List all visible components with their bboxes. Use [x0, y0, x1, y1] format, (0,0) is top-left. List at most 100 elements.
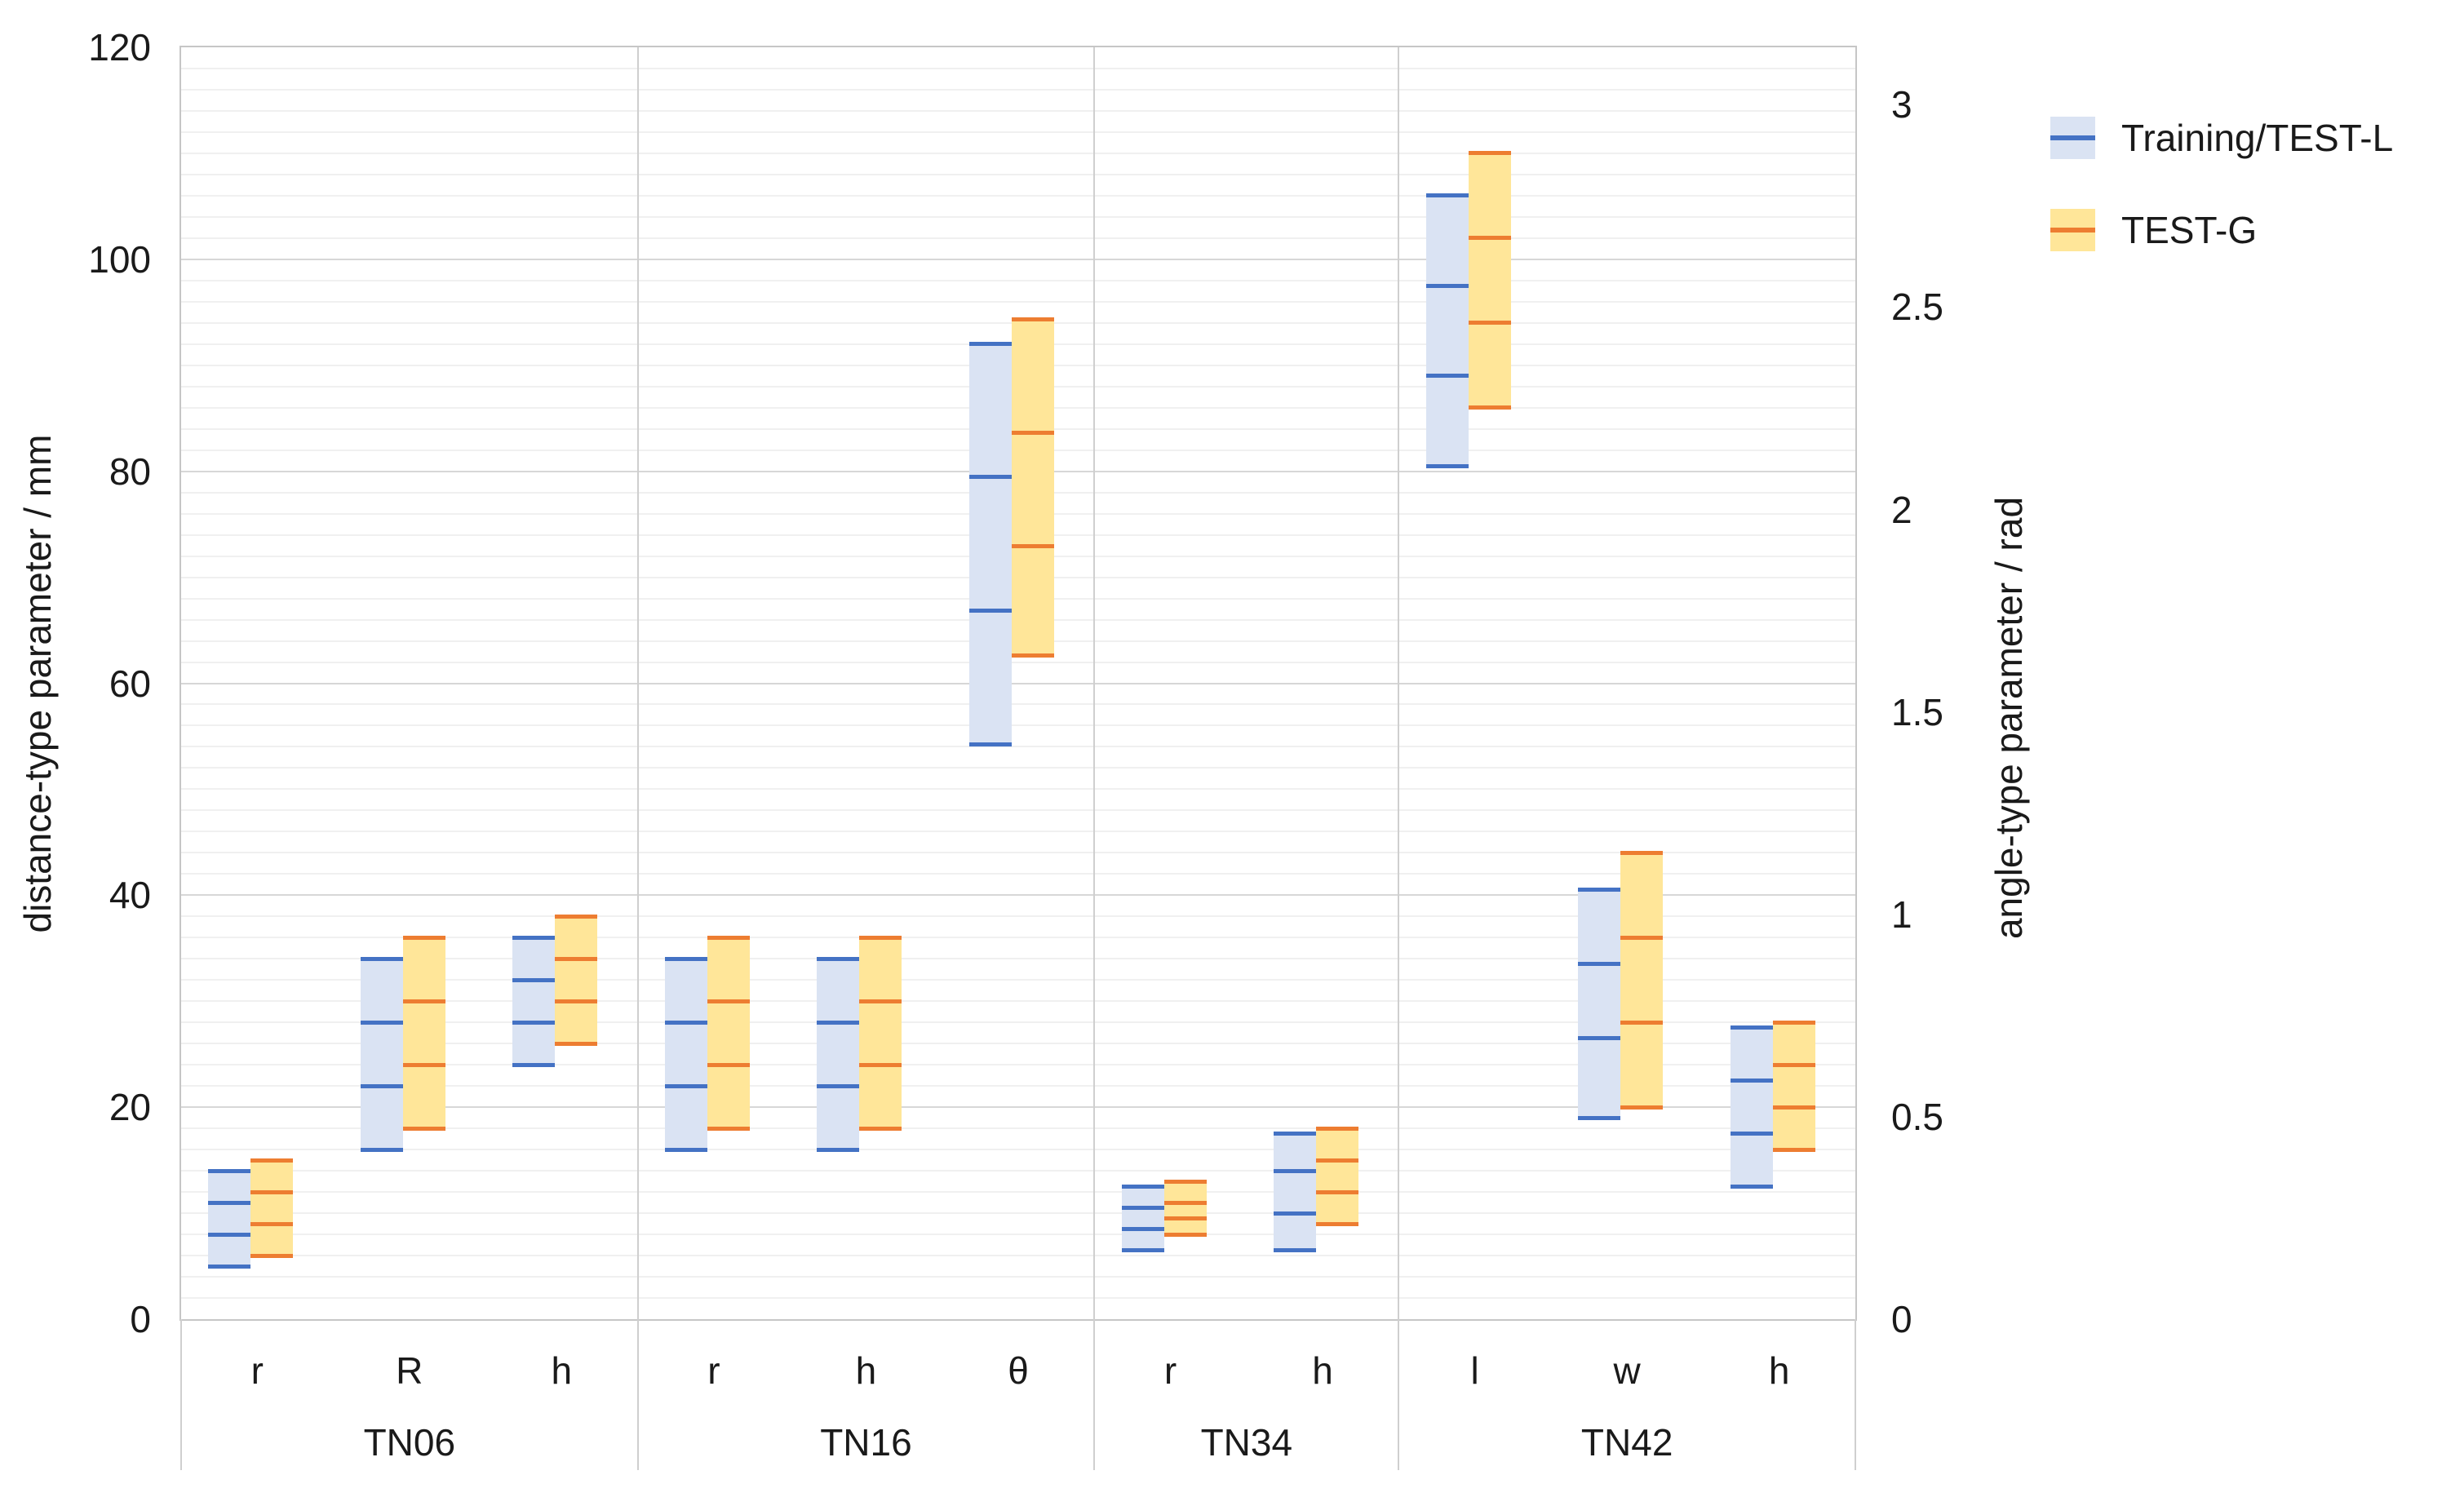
- range-box-TN06-h-test_g: [555, 914, 598, 1046]
- range-box-TN42-l-training: [1425, 193, 1469, 468]
- min-line: [1578, 1115, 1621, 1120]
- minor-gridline: [181, 703, 1855, 706]
- max-line: [250, 1158, 294, 1163]
- range-box-TN42-h-test_g: [1772, 1020, 1815, 1152]
- range-box-TN16-h-test_g: [859, 935, 902, 1131]
- test-g-series-swatch: [2050, 209, 2095, 251]
- training-series-line: [2050, 135, 2095, 140]
- min-line: [1772, 1147, 1815, 1152]
- axis-group-divider: [636, 1319, 639, 1470]
- legend-label-training: Training/TEST-L: [2121, 117, 2394, 159]
- range-box-TN16-θ-training: [969, 341, 1012, 746]
- legend-item-training: Training/TEST-L: [2050, 117, 2393, 159]
- range-box-TN42-l-test_g: [1468, 151, 1511, 410]
- minor-gridline: [181, 300, 1855, 303]
- range-box-TN06-r-training: [208, 1168, 251, 1269]
- category-label-TN16-r: r: [707, 1349, 720, 1392]
- minor-gridline: [181, 131, 1855, 133]
- lower-line: [707, 1062, 750, 1067]
- right-axis-tick-label: 0: [1891, 1298, 1912, 1340]
- minor-gridline: [181, 958, 1855, 960]
- minor-gridline: [181, 788, 1855, 791]
- minor-gridline: [181, 979, 1855, 981]
- min-line: [1730, 1185, 1773, 1189]
- minor-gridline: [181, 1191, 1855, 1194]
- max-line: [360, 956, 403, 961]
- upper-line: [1012, 430, 1054, 435]
- minor-gridline: [181, 237, 1855, 239]
- min-line: [969, 742, 1012, 746]
- range-box-TN34-h-training: [1274, 1132, 1317, 1253]
- min-line: [1012, 653, 1054, 658]
- min-line: [707, 1126, 750, 1131]
- minor-gridline: [181, 937, 1855, 939]
- upper-line: [555, 956, 598, 961]
- upper-line: [664, 1020, 707, 1025]
- min-line: [859, 1126, 902, 1131]
- group-label-TN06: TN06: [363, 1421, 456, 1464]
- group-divider: [1093, 47, 1096, 1319]
- upper-line: [1772, 1062, 1815, 1067]
- left-axis-tick-label: 0: [130, 1298, 151, 1340]
- lower-line: [1468, 321, 1511, 326]
- min-line: [1620, 1105, 1664, 1110]
- lower-line: [817, 1083, 860, 1088]
- left-axis-tick-label: 100: [88, 237, 151, 281]
- min-line: [360, 1147, 403, 1152]
- minor-gridline: [181, 1255, 1855, 1257]
- range-box-TN16-r-training: [664, 956, 707, 1152]
- upper-line: [1620, 935, 1664, 940]
- major-gridline: [181, 258, 1855, 260]
- axis-group-divider: [1398, 1319, 1400, 1470]
- axis-group-divider: [1093, 1319, 1096, 1470]
- right-axis-tick-label: 2: [1891, 488, 1912, 531]
- lower-line: [1425, 374, 1469, 379]
- range-box-TN34-r-training: [1121, 1185, 1164, 1253]
- plot-area: [179, 46, 1857, 1321]
- range-box-TN16-r-test_g: [707, 935, 750, 1131]
- left-axis-tick-label: 60: [109, 662, 151, 705]
- category-label-TN34-h: h: [1312, 1349, 1333, 1392]
- max-line: [1316, 1126, 1359, 1131]
- max-line: [1425, 193, 1469, 198]
- min-line: [555, 1041, 598, 1046]
- axis-group-divider: [180, 1319, 182, 1470]
- range-box-TN16-h-training: [817, 956, 860, 1152]
- group-divider: [1398, 47, 1400, 1319]
- minor-gridline: [181, 724, 1855, 727]
- minor-gridline: [181, 1000, 1855, 1003]
- range-box-TN06-R-training: [360, 956, 403, 1152]
- min-line: [402, 1126, 445, 1131]
- upper-line: [817, 1020, 860, 1025]
- category-label-TN42-h: h: [1768, 1349, 1790, 1392]
- minor-gridline: [181, 173, 1855, 175]
- min-line: [1274, 1248, 1317, 1253]
- right-axis-title: angle-type parameter / rad: [1988, 496, 2030, 940]
- minor-gridline: [181, 1276, 1855, 1278]
- upper-line: [1274, 1168, 1317, 1173]
- minor-gridline: [181, 194, 1855, 197]
- max-line: [402, 935, 445, 940]
- group-label-TN34: TN34: [1200, 1421, 1293, 1464]
- upper-line: [969, 475, 1012, 480]
- lower-line: [1274, 1211, 1317, 1216]
- upper-line: [250, 1189, 294, 1194]
- left-axis-tick-label: 20: [109, 1086, 151, 1129]
- lower-line: [1163, 1216, 1207, 1221]
- max-line: [707, 935, 750, 940]
- upper-line: [1730, 1079, 1773, 1083]
- group-label-TN16: TN16: [820, 1421, 912, 1464]
- legend-label-test-g: TEST-G: [2121, 209, 2258, 251]
- lower-line: [859, 1062, 902, 1067]
- lower-line: [402, 1062, 445, 1067]
- minor-gridline: [181, 1127, 1855, 1130]
- max-line: [1012, 317, 1054, 321]
- min-line: [664, 1147, 707, 1152]
- lower-line: [208, 1232, 251, 1237]
- min-line: [250, 1253, 294, 1258]
- minor-gridline: [181, 873, 1855, 875]
- minor-gridline: [181, 809, 1855, 812]
- lower-line: [360, 1083, 403, 1088]
- minor-gridline: [181, 746, 1855, 748]
